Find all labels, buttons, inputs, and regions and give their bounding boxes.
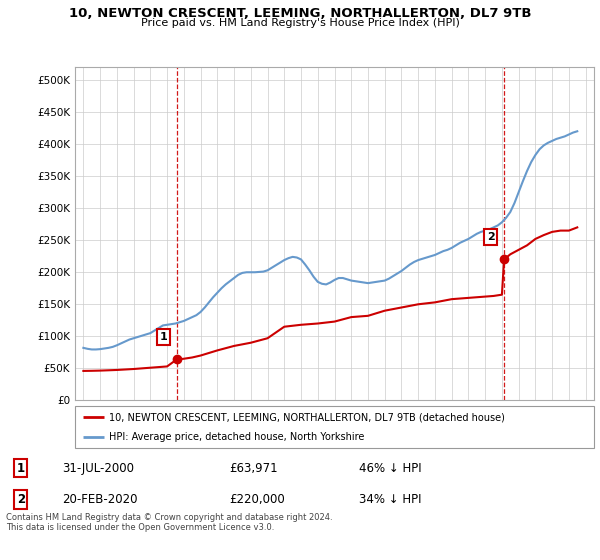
Text: 34% ↓ HPI: 34% ↓ HPI: [359, 493, 421, 506]
Text: Price paid vs. HM Land Registry's House Price Index (HPI): Price paid vs. HM Land Registry's House …: [140, 18, 460, 28]
Text: 10, NEWTON CRESCENT, LEEMING, NORTHALLERTON, DL7 9TB (detached house): 10, NEWTON CRESCENT, LEEMING, NORTHALLER…: [109, 412, 505, 422]
Text: 46% ↓ HPI: 46% ↓ HPI: [359, 462, 421, 475]
Text: 31-JUL-2000: 31-JUL-2000: [62, 462, 134, 475]
Text: 2: 2: [487, 232, 494, 242]
Text: 1: 1: [160, 332, 167, 342]
Text: £63,971: £63,971: [229, 462, 278, 475]
Text: 1: 1: [17, 462, 25, 475]
Text: HPI: Average price, detached house, North Yorkshire: HPI: Average price, detached house, Nort…: [109, 432, 364, 442]
Text: Contains HM Land Registry data © Crown copyright and database right 2024.
This d: Contains HM Land Registry data © Crown c…: [6, 513, 332, 533]
Text: £220,000: £220,000: [229, 493, 285, 506]
Text: 20-FEB-2020: 20-FEB-2020: [62, 493, 137, 506]
Text: 10, NEWTON CRESCENT, LEEMING, NORTHALLERTON, DL7 9TB: 10, NEWTON CRESCENT, LEEMING, NORTHALLER…: [69, 7, 531, 20]
Text: 2: 2: [17, 493, 25, 506]
